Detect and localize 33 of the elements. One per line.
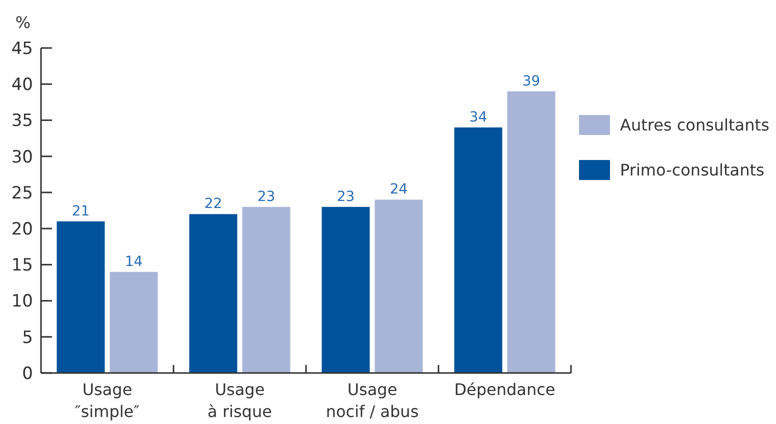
bar [242,206,290,373]
y-tick-label: 5 [22,328,33,348]
bar [322,206,370,373]
y-tick-label: 30 [11,147,33,168]
legend-label: Autres consultants [620,116,770,135]
data-label: 14 [124,254,143,270]
data-label: 22 [204,196,222,212]
bar [56,221,105,373]
bar [189,214,238,373]
y-tick-label: 0 [22,364,33,384]
data-label: 23 [336,188,355,205]
y-tick-label: 45 [11,38,33,59]
x-tick-label: Usage nocif / abus [326,380,419,421]
bar [507,91,556,373]
data-label: 21 [72,203,90,220]
data-label: 34 [469,109,488,126]
y-tick-label: 15 [11,256,33,276]
bar [110,272,158,373]
data-label: 24 [390,182,408,198]
data-label: 39 [522,73,540,90]
y-tick-label: 25 [11,183,33,204]
y-axis-title: % [15,13,31,32]
x-tick-label: Usage à risque [208,380,272,421]
y-tick-label: 20 [11,220,33,240]
x-tick-label: Dépendance [454,380,556,399]
x-tick-label: Usage ″simple″ [74,380,140,421]
bar [454,127,502,373]
y-tick-label: 35 [11,111,33,132]
data-label: 23 [257,188,276,205]
bar [374,200,423,373]
y-tick-label: 10 [11,292,33,312]
legend-label: Primo-consultants [620,160,764,180]
y-tick-label: 40 [11,75,33,96]
